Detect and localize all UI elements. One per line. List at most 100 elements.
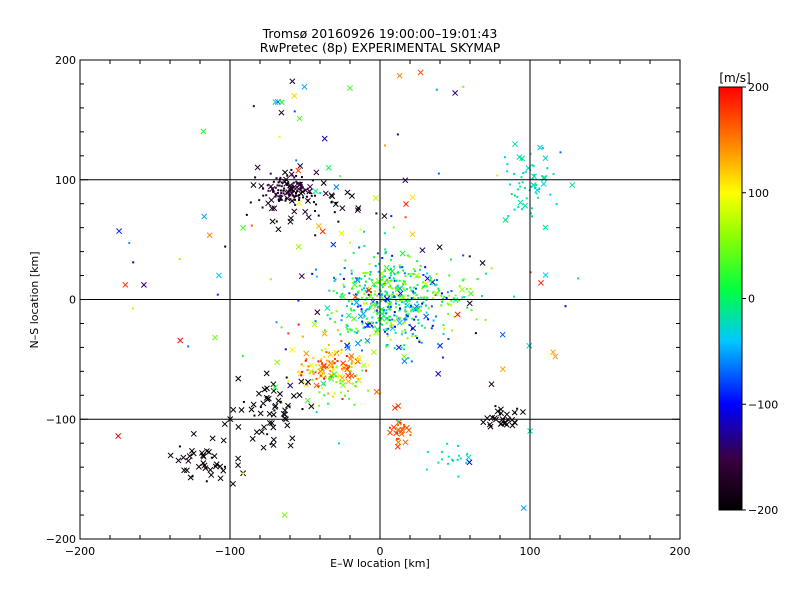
data-point-dot — [315, 268, 318, 271]
data-point-dot — [402, 287, 405, 290]
data-point-dot — [389, 285, 392, 288]
data-point-dot — [435, 283, 438, 286]
data-point-dot — [312, 201, 315, 204]
data-point-dot — [295, 186, 298, 189]
data-point-dot — [399, 421, 402, 424]
data-point-cross — [318, 364, 325, 371]
colorbar-tick-label: −200 — [748, 504, 778, 517]
data-point-dot — [380, 317, 383, 320]
data-point-dot — [484, 318, 487, 321]
x-tick-label: 100 — [520, 545, 541, 558]
data-point-cross — [502, 217, 509, 223]
data-point-dot — [389, 274, 392, 277]
data-point-cross — [497, 406, 504, 413]
data-point-cross — [372, 195, 379, 202]
data-point-dot — [407, 294, 410, 297]
data-point-cross — [175, 457, 182, 464]
data-point-dot — [327, 392, 330, 395]
data-point-dot — [321, 387, 324, 390]
data-point-cross — [345, 372, 352, 379]
data-point-cross — [250, 182, 257, 188]
data-point-cross — [291, 92, 298, 99]
data-point-dot — [450, 258, 453, 261]
data-point-dot — [391, 318, 394, 321]
data-point-dot — [354, 385, 357, 388]
data-point-dot — [449, 304, 452, 307]
data-point-dot — [417, 308, 420, 311]
data-point-dot — [279, 176, 282, 179]
data-point-cross — [180, 454, 187, 461]
data-point-cross — [406, 427, 412, 434]
data-point-dot — [314, 371, 317, 374]
data-point-cross — [552, 353, 559, 360]
data-point-dot — [302, 196, 305, 199]
data-point-cross — [537, 144, 544, 151]
data-point-dot — [393, 265, 396, 268]
data-point-dot — [396, 271, 399, 274]
data-point-dot — [350, 365, 353, 368]
data-point-dot — [327, 377, 330, 380]
data-point-cross — [261, 424, 267, 431]
data-point-dot — [351, 302, 354, 305]
data-point-dot — [312, 404, 315, 407]
data-point-cross — [486, 421, 493, 428]
data-point-cross — [360, 310, 367, 317]
data-point-dot — [400, 346, 403, 349]
data-point-dot — [475, 318, 478, 321]
data-point-dot — [178, 445, 181, 448]
data-point-dot — [178, 257, 181, 260]
data-point-dot — [426, 450, 429, 453]
data-point-dot — [407, 357, 410, 360]
data-point-dot — [369, 334, 372, 337]
data-point-dot — [294, 203, 297, 206]
data-point-dot — [310, 194, 313, 197]
data-point-cross — [260, 444, 267, 451]
x-tick-label: −200 — [65, 545, 95, 558]
data-point-dot — [341, 398, 344, 401]
data-point-dot — [269, 172, 272, 175]
data-point-dot — [422, 297, 425, 300]
data-point-dot — [274, 195, 277, 198]
data-point-dot — [383, 281, 386, 284]
data-point-dot — [422, 273, 425, 276]
data-point-dot — [350, 369, 353, 372]
data-point-dot — [265, 194, 268, 197]
data-point-dot — [393, 319, 396, 322]
data-point-dot — [390, 272, 393, 275]
data-point-cross — [289, 435, 296, 442]
data-point-dot — [419, 309, 422, 312]
data-point-dot — [350, 269, 353, 272]
data-point-cross — [319, 228, 326, 235]
data-point-dot — [280, 326, 283, 329]
data-point-dot — [366, 308, 369, 311]
data-point-cross — [419, 247, 426, 254]
data-point-dot — [348, 370, 351, 373]
data-point-cross — [263, 370, 270, 377]
data-point-dot — [350, 272, 353, 275]
data-point-cross — [177, 337, 184, 344]
data-point-dot — [413, 297, 416, 300]
data-point-cross — [122, 281, 129, 288]
data-point-dot — [356, 291, 359, 294]
data-point-cross — [289, 346, 296, 353]
data-point-dot — [373, 325, 376, 328]
data-point-dot — [546, 167, 549, 170]
data-point-dot — [332, 290, 335, 293]
data-point-dot — [484, 272, 487, 275]
data-point-dot — [278, 178, 281, 181]
data-point-dot — [317, 214, 320, 217]
data-point-dot — [285, 376, 288, 379]
data-point-dot — [410, 309, 413, 312]
data-point-dot — [366, 289, 369, 292]
data-point-cross — [290, 392, 297, 399]
data-point-cross — [520, 505, 527, 511]
data-point-dot — [355, 327, 358, 330]
data-point-dot — [414, 270, 417, 273]
data-point-cross — [340, 382, 346, 389]
data-point-dot — [386, 335, 389, 338]
data-point-dot — [269, 443, 272, 446]
data-point-dot — [469, 287, 472, 290]
data-point-dot — [496, 174, 499, 177]
data-point-dot — [388, 276, 391, 279]
data-point-dot — [427, 318, 430, 321]
